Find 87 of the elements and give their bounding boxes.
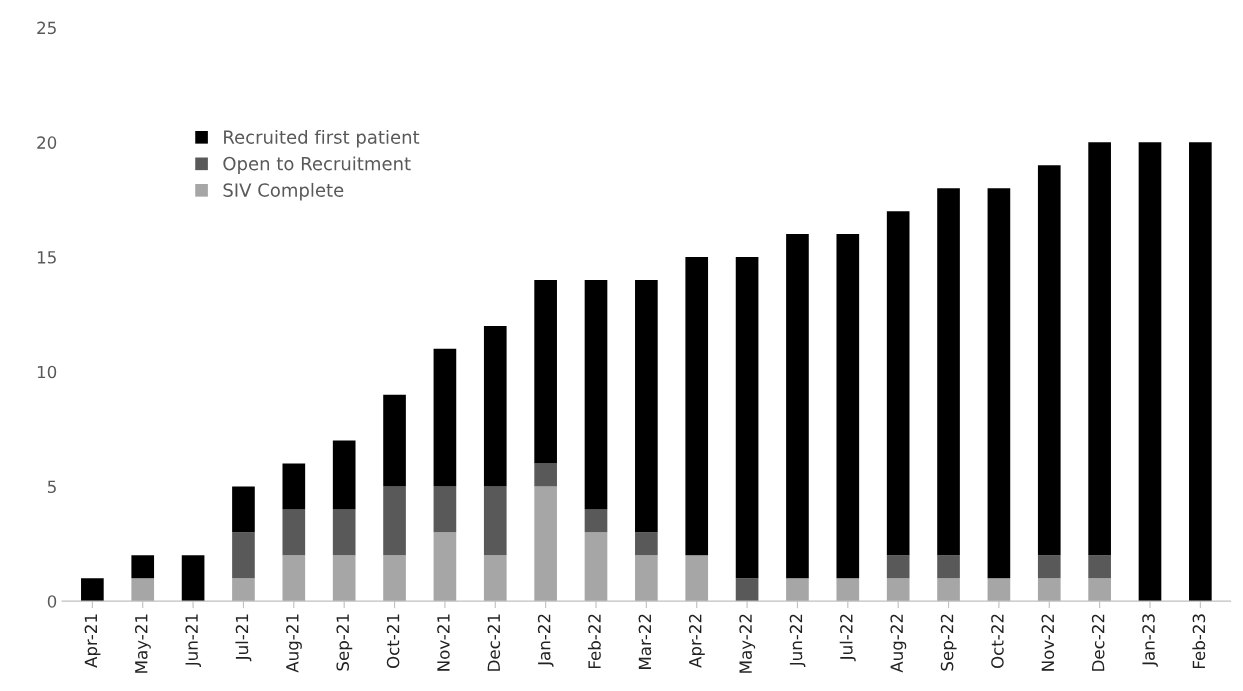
x-tick-label: May-21 <box>134 614 151 673</box>
x-tick-label: Dec-21 <box>487 614 501 671</box>
bar <box>433 486 457 533</box>
y-tick-label: 5 <box>47 480 56 494</box>
legend-label: SIV Complete <box>223 182 344 201</box>
x-tick-label: Dec-22 <box>1091 614 1105 671</box>
bar <box>937 578 960 602</box>
bar <box>735 257 759 579</box>
x-tick-label: Jul-22 <box>839 614 856 662</box>
bar <box>1088 578 1111 602</box>
x-tick-label: Jul-21 <box>235 614 252 662</box>
bar <box>635 279 658 533</box>
x-tick-label: Apr-22 <box>688 614 705 668</box>
x-tick-label: Jun-21 <box>185 614 202 668</box>
legend-label: Open to Recruitment <box>223 156 411 174</box>
bar <box>1037 578 1061 602</box>
bar <box>1088 142 1111 556</box>
bar <box>282 463 306 510</box>
x-tick-label: Feb-23 <box>1192 614 1206 669</box>
bar <box>483 555 507 602</box>
bar <box>1088 555 1111 579</box>
bar <box>584 509 608 533</box>
bar <box>584 532 608 602</box>
bar <box>786 234 809 579</box>
bar <box>987 578 1011 602</box>
bar <box>131 578 155 602</box>
y-tick-label: 0 <box>47 595 57 608</box>
bar <box>534 486 557 602</box>
bar <box>987 188 1011 579</box>
bar <box>232 532 255 579</box>
bar <box>584 279 608 510</box>
bar <box>232 578 255 602</box>
bar <box>635 555 658 602</box>
x-tick-label: Sep-22 <box>940 614 957 671</box>
bar <box>886 555 910 579</box>
x-tick-label: Sep-21 <box>336 614 353 671</box>
bar <box>282 509 306 556</box>
x-tick-label: May-22 <box>739 614 756 673</box>
bar <box>483 486 507 556</box>
bar <box>332 555 356 602</box>
bar <box>685 257 709 556</box>
bar <box>1189 142 1212 602</box>
bar <box>383 394 406 487</box>
bar <box>1037 555 1061 579</box>
y-tick-label: 15 <box>37 251 56 264</box>
bar <box>886 211 910 556</box>
bar <box>81 578 104 602</box>
x-tick-label: Nov-22 <box>1041 614 1055 671</box>
bar <box>181 555 205 602</box>
bar <box>433 348 457 487</box>
bar <box>786 578 809 602</box>
bar <box>483 325 507 487</box>
x-tick-label: Aug-21 <box>286 614 302 673</box>
x-tick-label: Oct-21 <box>386 614 400 669</box>
bar <box>534 463 557 487</box>
bar <box>836 578 860 602</box>
x-tick-label: Nov-21 <box>437 614 450 671</box>
x-tick-label: Feb-22 <box>587 614 601 669</box>
bar <box>433 532 457 602</box>
bar <box>937 188 960 556</box>
x-tick-label: Oct-22 <box>991 614 1004 669</box>
y-tick-label: 10 <box>37 365 57 379</box>
bar <box>685 555 709 602</box>
bar <box>383 555 406 602</box>
x-tick-label: Jan-23 <box>1142 614 1158 667</box>
bar <box>1138 142 1162 602</box>
x-tick-label: Jan-22 <box>537 614 554 667</box>
y-tick-label: 20 <box>37 136 57 149</box>
bar <box>635 532 658 556</box>
bar <box>937 555 960 579</box>
bar <box>232 486 255 533</box>
bar <box>836 234 860 579</box>
x-tick-label: Mar-22 <box>638 614 652 669</box>
bar <box>886 578 910 602</box>
bar <box>131 555 155 579</box>
x-tick-label: Jun-22 <box>789 614 806 668</box>
x-tick-label: Aug-22 <box>890 614 907 673</box>
bar <box>282 555 306 602</box>
bar <box>534 279 557 464</box>
bar <box>383 486 406 556</box>
x-tick-label: Apr-21 <box>84 614 101 668</box>
bar <box>332 440 356 510</box>
bar <box>735 578 759 602</box>
bar <box>1037 165 1061 556</box>
bar <box>332 509 356 556</box>
y-tick-label: 25 <box>37 21 56 35</box>
legend-label: Recruited first patient <box>224 129 420 148</box>
